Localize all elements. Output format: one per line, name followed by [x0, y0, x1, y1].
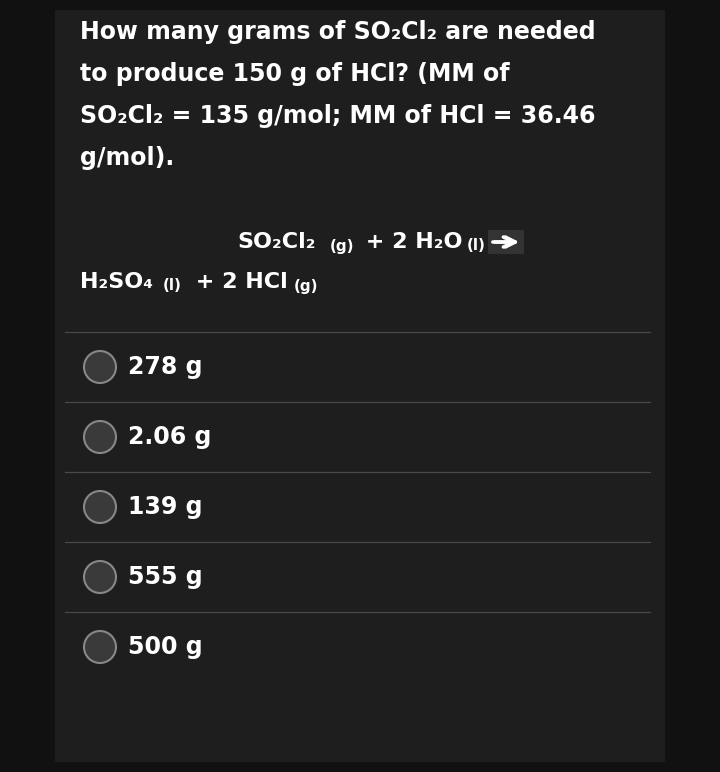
Text: to produce 150 g of HCl? (MM of: to produce 150 g of HCl? (MM of	[80, 62, 510, 86]
Text: g/mol).: g/mol).	[80, 146, 174, 170]
Circle shape	[84, 421, 116, 453]
Text: 500 g: 500 g	[128, 635, 202, 659]
Text: H₂SO₄: H₂SO₄	[80, 272, 153, 292]
Text: (g): (g)	[330, 239, 354, 253]
FancyBboxPatch shape	[488, 230, 524, 254]
FancyBboxPatch shape	[55, 10, 665, 762]
Text: + 2 H₂O: + 2 H₂O	[358, 232, 462, 252]
Text: 278 g: 278 g	[128, 355, 202, 379]
Text: How many grams of SO₂Cl₂ are needed: How many grams of SO₂Cl₂ are needed	[80, 20, 595, 44]
Text: (g): (g)	[294, 279, 318, 293]
Text: 139 g: 139 g	[128, 495, 202, 519]
Circle shape	[84, 351, 116, 383]
Text: SO₂Cl₂ = 135 g/mol; MM of HCl = 36.46: SO₂Cl₂ = 135 g/mol; MM of HCl = 36.46	[80, 104, 595, 128]
Circle shape	[84, 631, 116, 663]
Circle shape	[84, 491, 116, 523]
Text: (l): (l)	[467, 239, 486, 253]
Text: 2.06 g: 2.06 g	[128, 425, 212, 449]
Text: 555 g: 555 g	[128, 565, 202, 589]
Circle shape	[84, 561, 116, 593]
Text: + 2 HCl: + 2 HCl	[188, 272, 288, 292]
Text: SO₂Cl₂: SO₂Cl₂	[237, 232, 315, 252]
Text: (l): (l)	[163, 279, 182, 293]
